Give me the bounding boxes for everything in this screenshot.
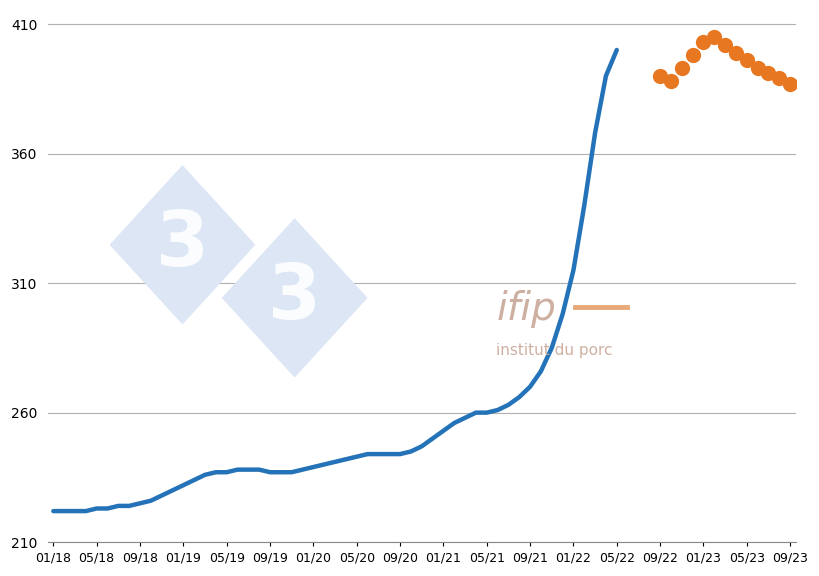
Text: ifip: ifip: [495, 290, 555, 328]
Text: 3: 3: [156, 208, 209, 282]
Text: 3: 3: [268, 261, 321, 335]
Polygon shape: [221, 218, 367, 377]
Text: institut du porc: institut du porc: [495, 343, 613, 358]
Polygon shape: [110, 165, 255, 324]
